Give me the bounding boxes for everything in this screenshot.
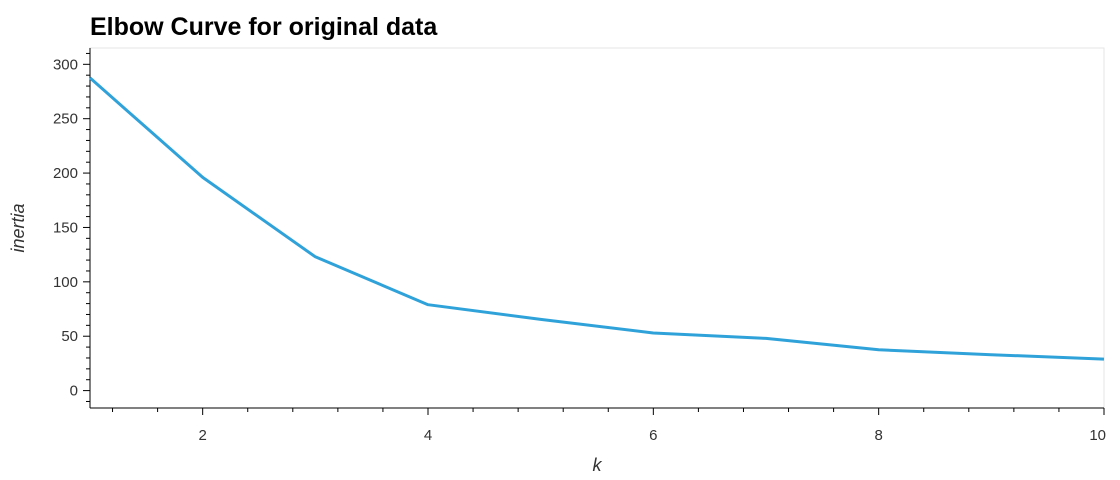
y-tick-label: 150 bbox=[53, 219, 78, 236]
x-tick-label: 4 bbox=[424, 427, 432, 444]
y-tick-label: 200 bbox=[53, 165, 78, 182]
y-axis: 0 50 100 150 200 250 300 bbox=[53, 48, 91, 408]
y-tick-label: 300 bbox=[53, 56, 78, 73]
x-axis: 2 4 6 8 10 bbox=[90, 407, 1106, 444]
x-tick-label: 10 bbox=[1089, 427, 1106, 444]
y-tick-label: 50 bbox=[61, 328, 78, 345]
y-tick-label: 250 bbox=[53, 111, 78, 128]
chart-title: Elbow Curve for original data bbox=[90, 13, 438, 41]
series-line bbox=[89, 76, 1105, 361]
y-tick-label: 100 bbox=[53, 274, 78, 291]
x-tick-label: 6 bbox=[649, 427, 657, 444]
x-tick-label: 2 bbox=[198, 427, 206, 444]
series-layer bbox=[89, 76, 1105, 361]
x-tick-label: 8 bbox=[874, 427, 882, 444]
y-axis-label: inertia bbox=[8, 203, 28, 252]
x-axis-label: k bbox=[593, 455, 603, 475]
y-tick-label: 0 bbox=[70, 383, 78, 400]
